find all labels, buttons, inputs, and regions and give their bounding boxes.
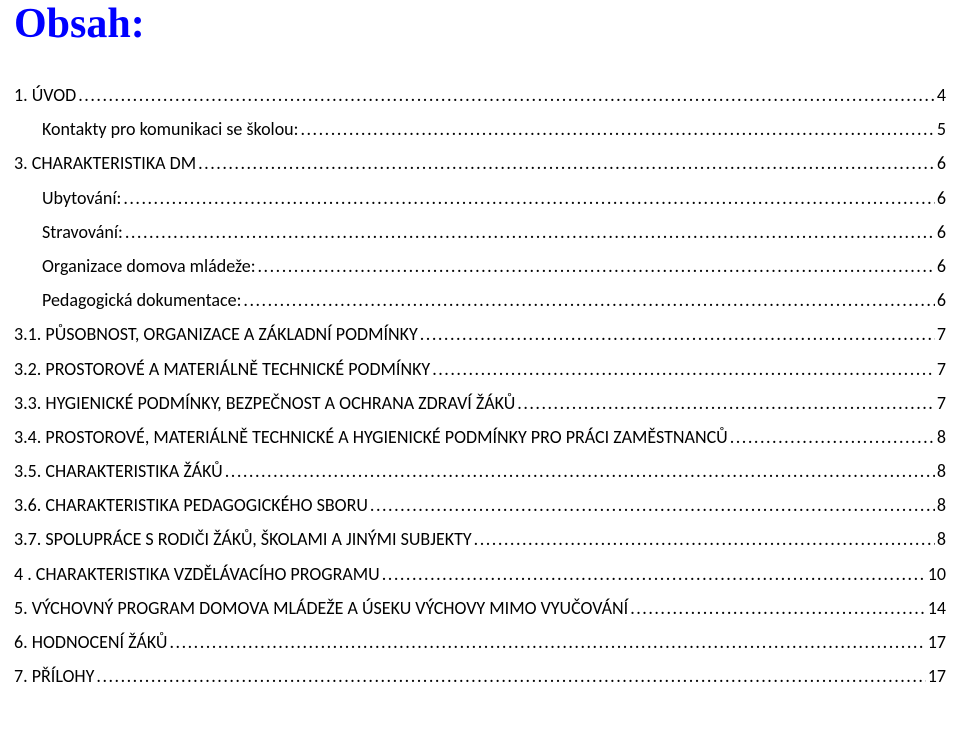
toc-entry-label: 3.3. HYGIENICKÉ PODMÍNKY, BEZPEČNOST A O… bbox=[14, 386, 517, 420]
toc-entry-page: 14 bbox=[926, 591, 946, 625]
toc-leaders bbox=[730, 420, 935, 454]
toc-leaders bbox=[517, 386, 935, 420]
toc-entry[interactable]: 4 . CHARAKTERISTIKA VZDĚLÁVACÍHO PROGRAM… bbox=[14, 557, 946, 591]
toc-entry-page: 4 bbox=[935, 78, 946, 112]
toc-entry-label: 3.5. CHARAKTERISTIKA ŽÁKŮ bbox=[14, 454, 225, 488]
toc-entry-page: 17 bbox=[926, 625, 946, 659]
toc-entry-page: 7 bbox=[935, 352, 946, 386]
toc-leaders bbox=[225, 454, 935, 488]
toc-entry[interactable]: 3.2. PROSTOROVÉ A MATERIÁLNĚ TECHNICKÉ P… bbox=[14, 352, 946, 386]
toc-entry-label: 7. PŘÍLOHY bbox=[14, 659, 96, 693]
page-title: Obsah: bbox=[14, 0, 946, 48]
toc-entry-page: 8 bbox=[935, 454, 946, 488]
toc-entry[interactable]: 3.6. CHARAKTERISTIKA PEDAGOGICKÉHO SBORU… bbox=[14, 488, 946, 522]
toc-entry[interactable]: Organizace domova mládeže: 6 bbox=[14, 249, 946, 283]
toc-leaders bbox=[474, 522, 935, 556]
toc-entry[interactable]: Pedagogická dokumentace: 6 bbox=[14, 283, 946, 317]
toc-entry-label: Stravování: bbox=[42, 215, 125, 249]
toc-entry-label: 6. HODNOCENÍ ŽÁKŮ bbox=[14, 625, 169, 659]
toc-entry-page: 7 bbox=[935, 386, 946, 420]
toc-entry-page: 5 bbox=[935, 112, 946, 146]
toc-entry[interactable]: 3.1. PŮSOBNOST, ORGANIZACE A ZÁKLADNÍ PO… bbox=[14, 317, 946, 351]
toc-entry[interactable]: 3.5. CHARAKTERISTIKA ŽÁKŮ 8 bbox=[14, 454, 946, 488]
toc-entry-page: 6 bbox=[935, 215, 946, 249]
toc-entry-label: 1. ÚVOD bbox=[14, 78, 78, 112]
toc-entry[interactable]: 6. HODNOCENÍ ŽÁKŮ 17 bbox=[14, 625, 946, 659]
toc-entry-page: 10 bbox=[926, 557, 946, 591]
toc-entry-label: 3.7. SPOLUPRÁCE S RODIČI ŽÁKŮ, ŠKOLAMI A… bbox=[14, 522, 474, 556]
toc-leaders bbox=[78, 78, 935, 112]
toc-entry-label: Kontakty pro komunikaci se školou: bbox=[42, 112, 300, 146]
toc-entry[interactable]: 1. ÚVOD 4 bbox=[14, 78, 946, 112]
toc-entry-page: 17 bbox=[926, 659, 946, 693]
toc-entry-label: Ubytování: bbox=[42, 181, 123, 215]
toc-entry-page: 6 bbox=[935, 181, 946, 215]
toc-leaders bbox=[432, 352, 935, 386]
toc-leaders bbox=[258, 249, 935, 283]
toc-entry-label: 3.4. PROSTOROVÉ, MATERIÁLNĚ TECHNICKÉ A … bbox=[14, 420, 730, 454]
toc-entry-label: Pedagogická dokumentace: bbox=[42, 283, 243, 317]
toc-entry-page: 8 bbox=[935, 522, 946, 556]
toc-entry[interactable]: 7. PŘÍLOHY 17 bbox=[14, 659, 946, 693]
toc-entry-label: 3.6. CHARAKTERISTIKA PEDAGOGICKÉHO SBORU bbox=[14, 488, 370, 522]
toc-leaders bbox=[169, 625, 925, 659]
toc-leaders bbox=[125, 215, 935, 249]
toc-entry[interactable]: 3. CHARAKTERISTIKA DM 6 bbox=[14, 146, 946, 180]
toc-entry[interactable]: 3.3. HYGIENICKÉ PODMÍNKY, BEZPEČNOST A O… bbox=[14, 386, 946, 420]
toc-entry-page: 6 bbox=[935, 283, 946, 317]
toc-entry-page: 8 bbox=[935, 420, 946, 454]
toc-leaders bbox=[300, 112, 934, 146]
toc-entry[interactable]: Ubytování: 6 bbox=[14, 181, 946, 215]
toc-entry-page: 6 bbox=[935, 249, 946, 283]
toc-leaders bbox=[630, 591, 926, 625]
toc-entry-label: 3.2. PROSTOROVÉ A MATERIÁLNĚ TECHNICKÉ P… bbox=[14, 352, 432, 386]
toc-entry[interactable]: 3.4. PROSTOROVÉ, MATERIÁLNĚ TECHNICKÉ A … bbox=[14, 420, 946, 454]
toc-entry-label: 3.1. PŮSOBNOST, ORGANIZACE A ZÁKLADNÍ PO… bbox=[14, 317, 420, 351]
toc-entry-page: 7 bbox=[935, 317, 946, 351]
toc-entry-label: 5. VÝCHOVNÝ PROGRAM DOMOVA MLÁDEŽE A ÚSE… bbox=[14, 591, 630, 625]
toc-entry-page: 6 bbox=[935, 146, 946, 180]
table-of-contents: 1. ÚVOD 4Kontakty pro komunikaci se škol… bbox=[14, 78, 946, 693]
toc-leaders bbox=[96, 659, 925, 693]
toc-entry[interactable]: 3.7. SPOLUPRÁCE S RODIČI ŽÁKŮ, ŠKOLAMI A… bbox=[14, 522, 946, 556]
toc-leaders bbox=[370, 488, 935, 522]
toc-leaders bbox=[123, 181, 935, 215]
toc-entry-page: 8 bbox=[935, 488, 946, 522]
toc-entry[interactable]: Kontakty pro komunikaci se školou: 5 bbox=[14, 112, 946, 146]
toc-entry-label: 3. CHARAKTERISTIKA DM bbox=[14, 146, 198, 180]
toc-leaders bbox=[382, 557, 926, 591]
toc-leaders bbox=[420, 317, 935, 351]
toc-leaders bbox=[198, 146, 935, 180]
toc-entry[interactable]: Stravování: 6 bbox=[14, 215, 946, 249]
toc-entry-label: 4 . CHARAKTERISTIKA VZDĚLÁVACÍHO PROGRAM… bbox=[14, 557, 382, 591]
toc-entry-label: Organizace domova mládeže: bbox=[42, 249, 258, 283]
toc-entry[interactable]: 5. VÝCHOVNÝ PROGRAM DOMOVA MLÁDEŽE A ÚSE… bbox=[14, 591, 946, 625]
toc-leaders bbox=[243, 283, 934, 317]
